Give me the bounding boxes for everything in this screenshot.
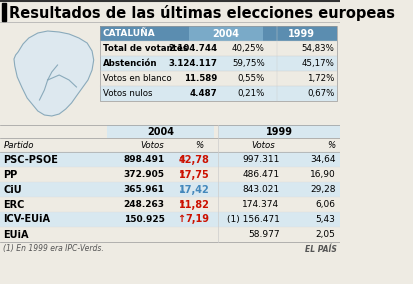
Text: 898.491: 898.491 xyxy=(123,155,164,164)
Text: EUiA: EUiA xyxy=(3,229,29,239)
Text: 2004: 2004 xyxy=(212,28,239,39)
Text: 248.263: 248.263 xyxy=(123,200,164,209)
Text: 4.487: 4.487 xyxy=(189,89,216,98)
Text: Resultados de las últimas elecciones europeas: Resultados de las últimas elecciones eur… xyxy=(9,5,394,21)
Text: Votos: Votos xyxy=(140,141,164,149)
Text: 54,83%: 54,83% xyxy=(301,44,334,53)
Bar xyxy=(0,182,339,197)
Text: 11,82: 11,82 xyxy=(178,199,209,210)
Text: (1) En 1999 era IPC-Verds.: (1) En 1999 era IPC-Verds. xyxy=(3,245,104,254)
Text: 150.925: 150.925 xyxy=(123,215,164,224)
Text: 0,55%: 0,55% xyxy=(237,74,264,83)
Text: (1) 156.471: (1) 156.471 xyxy=(226,215,279,224)
Bar xyxy=(0,167,339,182)
Bar xyxy=(2,3,6,21)
Text: 40,25%: 40,25% xyxy=(231,44,264,53)
Text: Votos en blanco: Votos en blanco xyxy=(102,74,171,83)
Text: 16,90: 16,90 xyxy=(309,170,335,179)
Text: Total de votantes: Total de votantes xyxy=(102,44,187,53)
Text: 29,28: 29,28 xyxy=(309,185,335,194)
Bar xyxy=(0,197,339,212)
Text: 11.589: 11.589 xyxy=(183,74,216,83)
Text: 2,05: 2,05 xyxy=(315,230,335,239)
Text: 7,19: 7,19 xyxy=(185,214,209,224)
Text: 59,75%: 59,75% xyxy=(231,59,264,68)
Text: CATALUÑA: CATALUÑA xyxy=(102,29,155,38)
Text: ERC: ERC xyxy=(3,199,25,210)
Bar xyxy=(0,212,339,227)
Text: ↑: ↑ xyxy=(176,154,185,164)
Bar xyxy=(100,86,336,101)
Text: Abstención: Abstención xyxy=(102,59,157,68)
Polygon shape xyxy=(14,31,93,116)
Text: 5,43: 5,43 xyxy=(315,215,335,224)
Text: CiU: CiU xyxy=(3,185,22,195)
Text: 174.374: 174.374 xyxy=(242,200,279,209)
Text: ↑: ↑ xyxy=(176,170,185,179)
Text: 2.104.744: 2.104.744 xyxy=(168,44,216,53)
Text: 486.471: 486.471 xyxy=(242,170,279,179)
Text: 17,75: 17,75 xyxy=(178,170,209,179)
Bar xyxy=(100,56,336,71)
Text: Partido: Partido xyxy=(3,141,34,149)
Text: ↑: ↑ xyxy=(176,214,185,224)
Bar xyxy=(0,152,339,167)
Text: 0,67%: 0,67% xyxy=(306,89,334,98)
Text: 0,21%: 0,21% xyxy=(237,89,264,98)
Text: Votos: Votos xyxy=(251,141,275,149)
Text: EL PAÍS: EL PAÍS xyxy=(304,245,336,254)
Text: 2004: 2004 xyxy=(147,126,173,137)
Bar xyxy=(100,41,336,56)
Text: 6,06: 6,06 xyxy=(315,200,335,209)
Text: 58.977: 58.977 xyxy=(247,230,279,239)
Text: 843.021: 843.021 xyxy=(242,185,279,194)
Text: 997.311: 997.311 xyxy=(242,155,279,164)
Text: PSC-PSOE: PSC-PSOE xyxy=(3,154,58,164)
Text: ↑: ↑ xyxy=(176,199,185,210)
Text: PP: PP xyxy=(3,170,17,179)
Text: 45,17%: 45,17% xyxy=(301,59,334,68)
Text: 372.905: 372.905 xyxy=(123,170,164,179)
Text: 1999: 1999 xyxy=(265,126,292,137)
Bar xyxy=(217,125,339,138)
Bar xyxy=(0,227,339,242)
Text: %: % xyxy=(195,141,203,149)
Text: ↓: ↓ xyxy=(176,185,185,195)
Text: ICV-EUiA: ICV-EUiA xyxy=(3,214,50,224)
Text: 1,72%: 1,72% xyxy=(306,74,334,83)
Text: 34,64: 34,64 xyxy=(309,155,335,164)
Bar xyxy=(100,71,336,86)
Text: Votos nulos: Votos nulos xyxy=(102,89,152,98)
Text: %: % xyxy=(326,141,335,149)
Bar xyxy=(100,26,336,101)
Text: 42,78: 42,78 xyxy=(178,154,209,164)
Bar xyxy=(100,26,336,41)
Text: 365.961: 365.961 xyxy=(123,185,164,194)
Text: 17,42: 17,42 xyxy=(178,185,209,195)
Text: 3.124.117: 3.124.117 xyxy=(168,59,216,68)
Text: 1999: 1999 xyxy=(287,28,314,39)
Bar xyxy=(107,125,213,138)
Bar xyxy=(189,26,262,41)
